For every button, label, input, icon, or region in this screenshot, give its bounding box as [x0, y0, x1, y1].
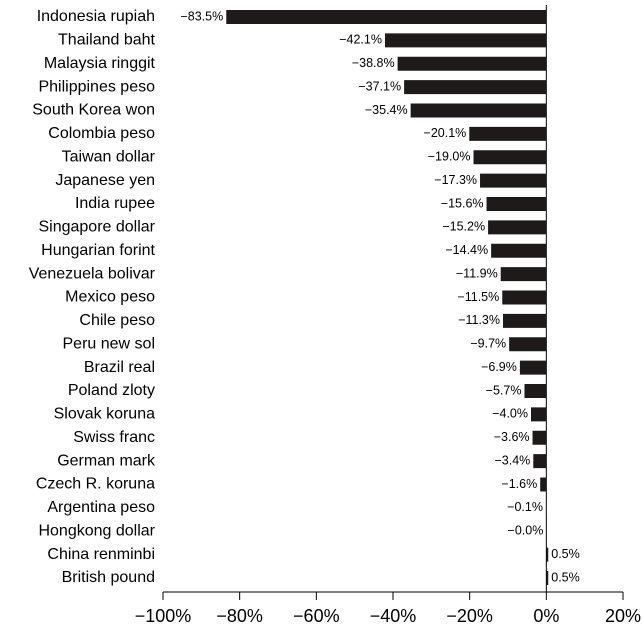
x-tick-label: 0%	[533, 606, 559, 626]
category-label: Taiwan dollar	[62, 148, 156, 165]
bar	[509, 337, 547, 352]
x-tick-label: −20%	[446, 606, 493, 626]
category-label: China renminbi	[47, 546, 155, 563]
value-label: −11.3%	[458, 313, 500, 327]
bar	[500, 267, 547, 282]
bar	[503, 313, 547, 328]
value-label: −83.5%	[181, 9, 224, 23]
value-label: −4.0%	[492, 407, 528, 421]
value-label: −1.6%	[501, 477, 537, 491]
bar	[488, 220, 547, 235]
category-label: Thailand baht	[58, 32, 156, 49]
category-label: India rupee	[75, 195, 155, 212]
category-label: Venezuela bolivar	[29, 265, 156, 282]
bar	[533, 454, 547, 469]
category-label: German mark	[57, 452, 156, 469]
category-label: Mexico peso	[65, 289, 155, 306]
x-tick-label: −100%	[135, 606, 192, 626]
x-tick-label: 20%	[605, 606, 641, 626]
x-tick-label: −60%	[293, 606, 340, 626]
x-tick-label: −80%	[216, 606, 263, 626]
value-label: 0.5%	[551, 547, 580, 561]
value-label: −5.7%	[486, 383, 522, 397]
value-label: −6.9%	[481, 360, 517, 374]
bar	[384, 33, 547, 48]
bar	[226, 10, 547, 24]
category-label: Peru new sol	[63, 335, 156, 352]
value-label: −17.3%	[434, 173, 477, 187]
bar	[486, 197, 547, 211]
category-label: Japanese yen	[55, 172, 155, 189]
category-label: South Korea won	[32, 102, 155, 119]
bar	[397, 56, 547, 71]
bar	[469, 126, 547, 141]
bar	[491, 243, 547, 258]
bar	[532, 430, 547, 445]
category-label: Malaysia ringgit	[44, 55, 156, 72]
value-label: −0.1%	[507, 500, 543, 514]
bar	[410, 103, 547, 118]
category-label: Indonesia rupiah	[37, 8, 155, 25]
x-tick-label: −40%	[370, 606, 417, 626]
category-label: Poland zloty	[68, 382, 155, 399]
category-label: Hungarian forint	[41, 242, 155, 259]
value-label: −37.1%	[358, 79, 401, 93]
category-label: Swiss franc	[73, 429, 155, 446]
category-label: Czech R. koruna	[36, 476, 155, 493]
value-label: −3.6%	[494, 430, 530, 444]
value-label: −9.7%	[470, 337, 506, 351]
value-label: −15.6%	[441, 196, 484, 210]
category-label: Chile peso	[79, 312, 155, 329]
bar	[404, 80, 547, 95]
bar	[519, 360, 547, 375]
bar	[540, 477, 547, 492]
value-label: −3.4%	[495, 453, 531, 467]
bar	[524, 384, 547, 398]
category-label: Argentina peso	[47, 499, 155, 516]
value-label: −35.4%	[365, 103, 408, 117]
value-label: 0.5%	[551, 570, 580, 584]
value-label: −20.1%	[424, 126, 467, 140]
value-label: −14.4%	[445, 243, 488, 257]
value-label: −11.9%	[456, 266, 498, 280]
value-label: −19.0%	[428, 150, 471, 164]
category-label: Philippines peso	[38, 78, 155, 95]
bar	[502, 290, 547, 305]
category-label: Brazil real	[84, 359, 155, 376]
value-label: −11.5%	[457, 290, 499, 304]
category-label: Singapore dollar	[38, 219, 155, 236]
value-label: −0.0%	[508, 524, 544, 538]
category-label: Slovak koruna	[54, 406, 155, 423]
bar	[546, 547, 549, 562]
bar	[480, 173, 547, 188]
category-label: Colombia peso	[48, 125, 155, 142]
bar	[546, 571, 549, 585]
bar	[531, 407, 547, 422]
value-label: −38.8%	[352, 56, 395, 70]
category-label: Hongkong dollar	[38, 522, 155, 539]
value-label: −15.2%	[442, 220, 485, 234]
value-label: −42.1%	[339, 33, 382, 47]
bar	[473, 150, 547, 165]
category-label: British pound	[62, 569, 155, 586]
